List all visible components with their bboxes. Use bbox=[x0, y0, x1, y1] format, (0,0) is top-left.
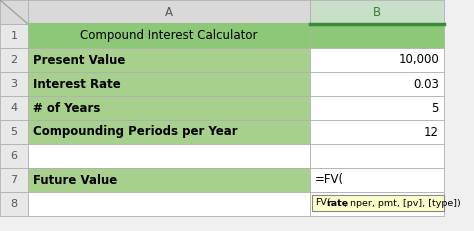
Text: Interest Rate: Interest Rate bbox=[33, 77, 121, 91]
Text: , nper, pmt, [pv], [type]): , nper, pmt, [pv], [type]) bbox=[345, 198, 461, 207]
Bar bbox=[0, 96, 28, 120]
Bar bbox=[310, 144, 444, 168]
Text: Compound Interest Calculator: Compound Interest Calculator bbox=[80, 30, 258, 43]
Text: Present Value: Present Value bbox=[33, 54, 126, 67]
Bar bbox=[28, 192, 310, 216]
Bar bbox=[310, 48, 444, 72]
Bar bbox=[28, 168, 310, 192]
Text: 5: 5 bbox=[10, 127, 18, 137]
Bar bbox=[310, 0, 444, 24]
Bar bbox=[0, 0, 28, 24]
Text: 0.03: 0.03 bbox=[413, 77, 439, 91]
Bar bbox=[0, 192, 28, 216]
Text: 12: 12 bbox=[424, 125, 439, 139]
Text: 7: 7 bbox=[10, 175, 18, 185]
Text: 1: 1 bbox=[10, 31, 18, 41]
Text: Compounding Periods per Year: Compounding Periods per Year bbox=[33, 125, 237, 139]
Text: 2: 2 bbox=[10, 55, 18, 65]
Text: A: A bbox=[165, 6, 173, 18]
Bar bbox=[28, 72, 310, 96]
Text: 3: 3 bbox=[10, 79, 18, 89]
Text: B: B bbox=[373, 6, 381, 18]
Bar bbox=[310, 24, 444, 48]
Bar bbox=[312, 195, 444, 211]
Text: 10,000: 10,000 bbox=[398, 54, 439, 67]
Text: rate: rate bbox=[327, 198, 348, 207]
Bar bbox=[28, 24, 310, 48]
Bar bbox=[28, 120, 310, 144]
Text: 5: 5 bbox=[432, 101, 439, 115]
Text: =FV(: =FV( bbox=[315, 173, 344, 186]
Bar bbox=[28, 96, 310, 120]
Bar bbox=[28, 144, 310, 168]
Bar bbox=[310, 120, 444, 144]
Bar bbox=[0, 24, 28, 48]
Bar bbox=[28, 48, 310, 72]
Bar bbox=[0, 72, 28, 96]
Bar bbox=[28, 0, 310, 24]
Bar bbox=[310, 192, 444, 216]
Text: FV(: FV( bbox=[315, 198, 331, 207]
Bar bbox=[310, 96, 444, 120]
Bar bbox=[0, 48, 28, 72]
Text: Future Value: Future Value bbox=[33, 173, 117, 186]
Bar bbox=[0, 168, 28, 192]
Bar bbox=[310, 72, 444, 96]
Text: 6: 6 bbox=[10, 151, 18, 161]
Bar bbox=[0, 144, 28, 168]
Text: 4: 4 bbox=[10, 103, 18, 113]
Text: 8: 8 bbox=[10, 199, 18, 209]
Bar bbox=[310, 168, 444, 192]
Text: # of Years: # of Years bbox=[33, 101, 100, 115]
Bar bbox=[0, 120, 28, 144]
